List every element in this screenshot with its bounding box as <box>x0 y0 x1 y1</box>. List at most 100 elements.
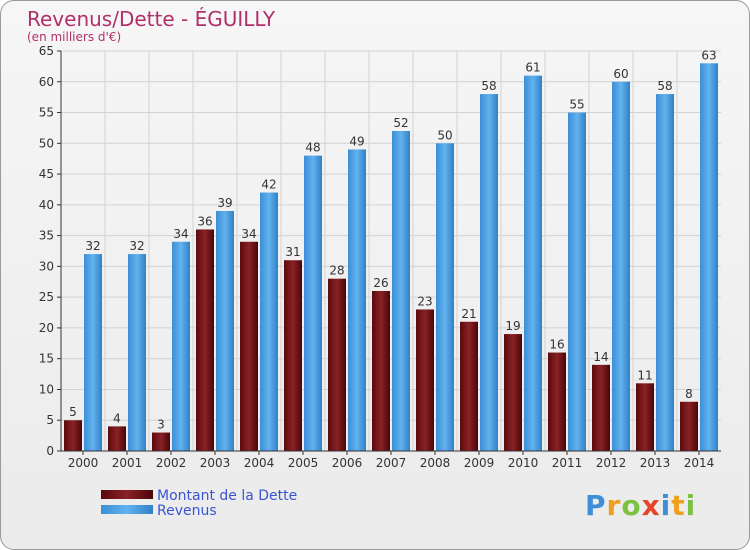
x-tick-label: 2005 <box>288 456 319 470</box>
data-label: 31 <box>285 245 300 259</box>
y-tick-label: 5 <box>46 413 54 427</box>
y-tick-label: 0 <box>46 444 54 458</box>
data-label: 42 <box>261 178 276 192</box>
y-tick-label: 25 <box>39 290 54 304</box>
y-tick-label: 65 <box>39 44 54 58</box>
logo-letter: P <box>585 489 607 522</box>
logo-letter: i <box>685 489 697 522</box>
x-tick-label: 2006 <box>332 456 363 470</box>
data-label: 39 <box>217 196 232 210</box>
data-label: 5 <box>69 405 77 419</box>
bar-dette <box>592 364 610 451</box>
data-label: 52 <box>393 116 408 130</box>
bar-dette <box>108 426 126 451</box>
x-tick-label: 2011 <box>552 456 583 470</box>
data-label: 3 <box>157 418 165 432</box>
bar-dette <box>504 334 522 451</box>
bar-revenus <box>524 75 542 451</box>
y-tick-label: 45 <box>39 167 54 181</box>
bar-dette <box>636 383 654 451</box>
y-tick-label: 35 <box>39 229 54 243</box>
data-label: 26 <box>373 276 388 290</box>
bar-dette <box>460 321 478 451</box>
bar-revenus <box>304 155 322 451</box>
bar-dette <box>372 291 390 451</box>
bar-revenus <box>348 149 366 451</box>
data-label: 32 <box>85 239 100 253</box>
bar-dette <box>196 229 214 451</box>
x-tick-label: 2004 <box>244 456 275 470</box>
bar-dette <box>416 309 434 451</box>
logo-letter: i <box>660 489 672 522</box>
logo-letter: r <box>606 489 622 522</box>
bar-dette <box>240 241 258 451</box>
bar-dette <box>680 401 698 451</box>
bar-revenus <box>128 254 146 451</box>
bars-layer <box>64 63 718 452</box>
logo-letter: o <box>621 489 642 522</box>
x-tick-label: 2007 <box>376 456 407 470</box>
data-label: 19 <box>505 319 520 333</box>
data-label: 28 <box>329 264 344 278</box>
legend-swatch-dette <box>101 490 153 499</box>
bar-revenus <box>84 254 102 451</box>
logo-letter: x <box>641 489 661 522</box>
bar-revenus <box>700 63 718 452</box>
y-tick-label: 30 <box>39 259 54 273</box>
data-label: 21 <box>461 307 476 321</box>
x-tick-label: 2000 <box>68 456 99 470</box>
y-tick-label: 20 <box>39 321 54 335</box>
bar-revenus <box>612 81 630 452</box>
bar-revenus <box>656 94 674 452</box>
bar-revenus <box>436 143 454 452</box>
logo-letter: t <box>671 489 686 522</box>
grid-layer <box>61 50 721 451</box>
x-tick-label: 2012 <box>596 456 627 470</box>
x-tick-label: 2010 <box>508 456 539 470</box>
data-label: 60 <box>613 67 628 81</box>
y-tick-label: 40 <box>39 198 54 212</box>
y-tick-label: 10 <box>39 382 54 396</box>
chart-subtitle: (en milliers d'€) <box>27 30 122 44</box>
bar-revenus <box>172 241 190 451</box>
bar-revenus <box>260 192 278 452</box>
x-tick-label: 2013 <box>640 456 671 470</box>
x-tick-label: 2001 <box>112 456 143 470</box>
y-tick-label: 60 <box>39 75 54 89</box>
bar-revenus <box>216 211 234 451</box>
y-tick-label: 50 <box>39 136 54 150</box>
bar-revenus <box>480 94 498 452</box>
data-label: 23 <box>417 294 432 308</box>
data-label: 58 <box>481 79 496 93</box>
data-label: 34 <box>241 227 256 241</box>
data-label: 50 <box>437 128 452 142</box>
x-tick-label: 2003 <box>200 456 231 470</box>
x-tick-label: 2008 <box>420 456 451 470</box>
data-label: 11 <box>637 368 652 382</box>
bar-revenus <box>392 131 410 451</box>
data-label: 8 <box>685 387 693 401</box>
x-tick-label: 2009 <box>464 456 495 470</box>
proxiti-logo: Proxiti <box>585 489 696 522</box>
bar-dette <box>64 420 82 451</box>
data-label: 61 <box>525 61 540 75</box>
x-tick-label: 2002 <box>156 456 187 470</box>
bar-dette <box>152 432 170 451</box>
legend-label-revenus: Revenus <box>157 503 217 519</box>
legend-swatch-revenus <box>101 505 153 514</box>
bar-dette <box>284 260 302 451</box>
data-label: 63 <box>701 48 716 62</box>
bar-dette <box>548 352 566 451</box>
x-tick-label: 2014 <box>684 456 715 470</box>
y-tick-label: 15 <box>39 352 54 366</box>
data-label: 14 <box>593 350 608 364</box>
data-label: 58 <box>657 79 672 93</box>
bar-revenus <box>568 112 586 452</box>
legend-label-dette: Montant de la Dette <box>157 488 297 504</box>
data-label: 4 <box>113 411 121 425</box>
data-label: 36 <box>197 214 212 228</box>
bar-dette <box>328 278 346 451</box>
